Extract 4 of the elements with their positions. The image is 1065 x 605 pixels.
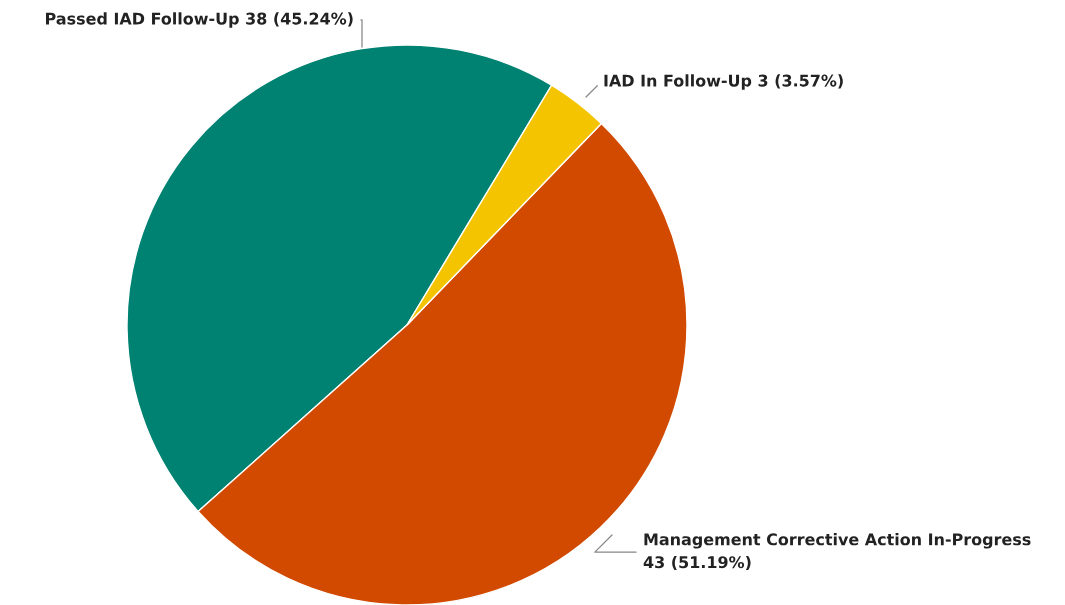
slice-label: Passed IAD Follow-Up 38 (45.24%) — [46, 12, 353, 28]
data-label: 43 (51.19%) — [643, 555, 751, 571]
slice-label: Management Corrective Action In-Progress — [644, 533, 1031, 549]
slice-label: IAD In Follow-Up 3 (3.57%) — [604, 74, 843, 90]
